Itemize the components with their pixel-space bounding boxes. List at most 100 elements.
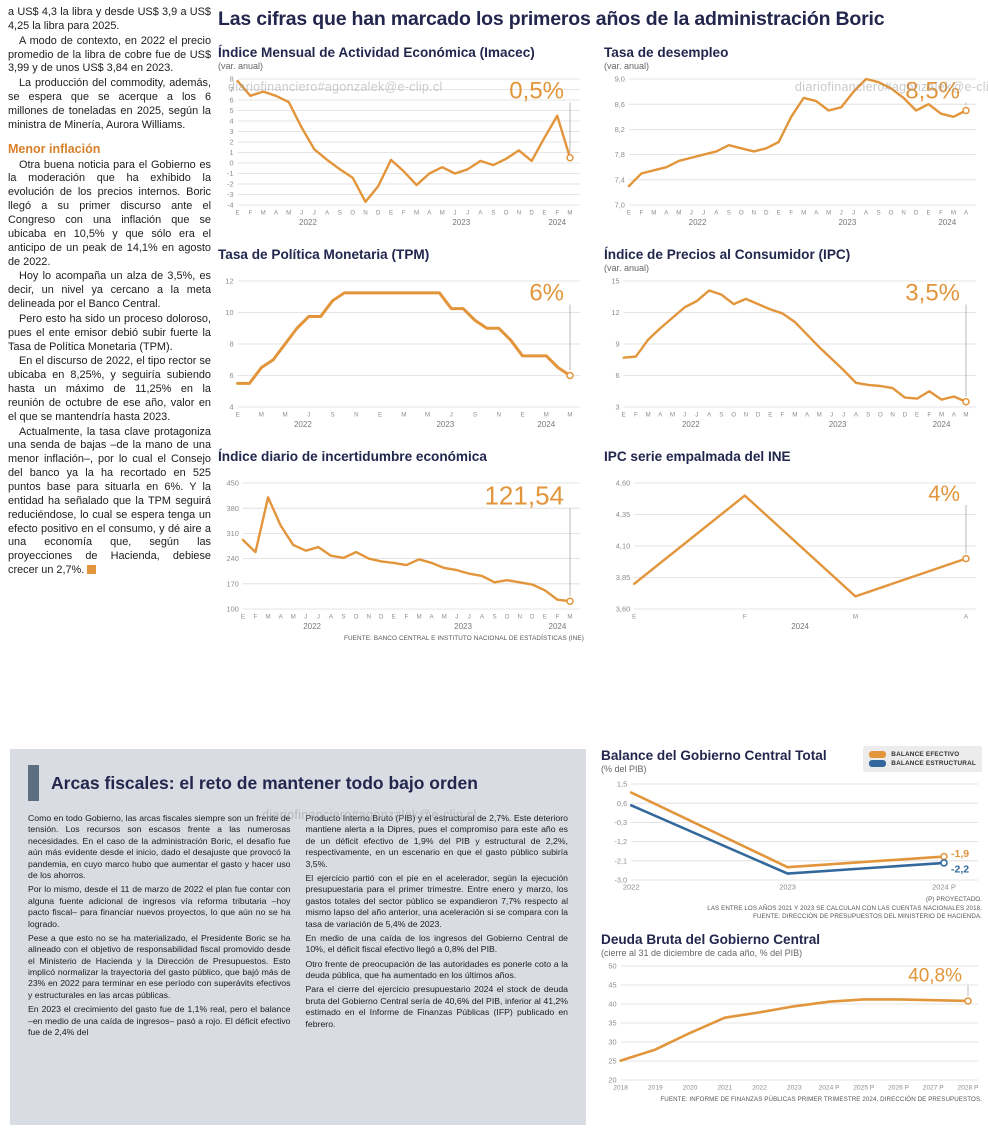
- svg-text:M: M: [401, 412, 406, 419]
- svg-text:2022: 2022: [682, 420, 700, 429]
- svg-text:N: N: [497, 412, 501, 419]
- svg-text:A: A: [952, 412, 957, 419]
- chart-canvas-ipc-ine: 3,60 3,85 4,10 4,35 4,60 E F M A 2024 4%: [616, 479, 976, 631]
- svg-text:M: M: [567, 412, 572, 419]
- svg-text:S: S: [492, 614, 496, 621]
- svg-text:2022: 2022: [294, 420, 312, 429]
- svg-text:O: O: [354, 614, 359, 621]
- svg-text:M: M: [939, 412, 944, 419]
- svg-text:D: D: [764, 210, 769, 217]
- svg-text:2023: 2023: [454, 622, 472, 631]
- svg-text:1: 1: [229, 148, 233, 157]
- article-last-text: Actualmente, la tasa clave protagoniza u…: [8, 425, 211, 577]
- svg-text:A: A: [658, 412, 663, 419]
- svg-text:45: 45: [608, 981, 616, 990]
- source-central-bank: FUENTE: BANCO CENTRAL E INSTITUTO NACION…: [343, 635, 584, 642]
- svg-text:A: A: [964, 614, 969, 621]
- svg-text:6%: 6%: [529, 280, 564, 307]
- svg-text:8,2: 8,2: [615, 125, 625, 134]
- paragraph: Pese a que esto no se ha materializado, …: [28, 932, 291, 1000]
- svg-text:0,6: 0,6: [617, 799, 627, 808]
- article-subhead: Menor inflación: [8, 141, 101, 156]
- svg-text:M: M: [291, 614, 296, 621]
- svg-text:D: D: [376, 210, 381, 217]
- svg-text:F: F: [555, 210, 559, 217]
- svg-text:6: 6: [229, 371, 233, 380]
- svg-text:2024: 2024: [791, 622, 809, 631]
- paragraph: Producto Interno Bruto (PIB) y el estruc…: [305, 813, 569, 869]
- svg-text:2023: 2023: [436, 420, 454, 429]
- fiscal-column-2: Producto Interno Bruto (PIB) y el estruc…: [306, 813, 569, 1041]
- chart-subtitle: (cierre al 31 de diciembre de cada año, …: [601, 948, 803, 959]
- svg-text:D: D: [756, 412, 761, 419]
- svg-text:F: F: [743, 614, 747, 621]
- svg-text:A: A: [664, 210, 669, 217]
- svg-text:M: M: [826, 210, 831, 217]
- svg-text:50: 50: [608, 962, 616, 971]
- svg-text:D: D: [530, 614, 535, 621]
- chart-block-tpm: Tasa de Política Monetaria (TPM) 4 6 8 10 12…: [218, 247, 584, 431]
- svg-text:2024: 2024: [548, 218, 566, 227]
- legend-item: BALANCE ESTRUCTURAL: [869, 760, 976, 767]
- svg-text:2019: 2019: [648, 1085, 663, 1092]
- svg-text:2023: 2023: [838, 218, 856, 227]
- paragraph: El ejercicio partió con el pie en el ace…: [305, 872, 569, 929]
- paragraph: Otra buena noticia para el Gobierno es l…: [8, 158, 211, 268]
- ipc-ine-chart: 3,60 3,85 4,10 4,35 4,60 E F M A 2024 4%: [604, 477, 980, 633]
- svg-text:40: 40: [608, 1000, 616, 1009]
- balance-footnotes: (P) PROYECTADO. LAS ENTRE LOS AÑOS 2021 …: [601, 896, 982, 922]
- deuda-chart: 20 25 30 35 40 45 50 2018 2019 2020 2021 2022 2023 20…: [601, 960, 982, 1094]
- svg-text:-1: -1: [227, 169, 234, 178]
- svg-text:2018: 2018: [613, 1085, 628, 1092]
- svg-text:2020: 2020: [683, 1085, 698, 1092]
- svg-text:40,8%: 40,8%: [908, 966, 962, 987]
- svg-text:-1,2: -1,2: [614, 837, 627, 846]
- svg-text:J: J: [695, 412, 698, 419]
- svg-text:4,10: 4,10: [616, 542, 630, 551]
- svg-text:E: E: [236, 210, 240, 217]
- svg-text:J: J: [683, 412, 686, 419]
- svg-text:310: 310: [227, 529, 239, 538]
- fiscal-box-columns: Como en todo Gobierno, las arcas fiscale…: [28, 813, 568, 1041]
- svg-text:J: J: [300, 210, 303, 217]
- svg-text:3: 3: [229, 127, 233, 136]
- svg-text:F: F: [254, 614, 258, 621]
- balance-chart: 1,5 0,6 -0,3 -1,2 -2,1 -3,0 2022 2023 2024 P -1,9…: [601, 778, 982, 894]
- article-body: Otra buena noticia para el Gobierno es l…: [8, 159, 211, 425]
- tpm-chart: 4 6 8 10 12 E M M J S N E M M J S N E M M 2022 2023 2024 6%: [218, 275, 584, 431]
- svg-text:-3,0: -3,0: [614, 876, 627, 885]
- svg-text:2027 P: 2027 P: [923, 1085, 945, 1092]
- svg-text:F: F: [634, 412, 638, 419]
- svg-text:7,4: 7,4: [615, 175, 625, 184]
- legend-swatch: [869, 751, 887, 758]
- svg-text:M: M: [645, 412, 650, 419]
- svg-text:E: E: [622, 412, 626, 419]
- balance-chart-header: Balance del Gobierno Central Total (% de…: [601, 746, 982, 778]
- svg-text:S: S: [338, 210, 342, 217]
- source-dipres: FUENTE: DIRECCIÓN DE PRESUPUESTOS DEL MI…: [753, 913, 982, 921]
- paragraph: Pero esto ha sido un proceso doloroso, p…: [8, 312, 211, 353]
- end-of-article-icon: [87, 565, 97, 575]
- fiscal-column-1: Como en todo Gobierno, las arcas fiscale…: [28, 813, 291, 1041]
- legend-label: BALANCE ESTRUCTURAL: [891, 760, 976, 767]
- svg-text:6: 6: [229, 96, 233, 105]
- svg-text:121,54: 121,54: [484, 480, 564, 510]
- svg-text:-3: -3: [227, 190, 234, 199]
- svg-text:2023: 2023: [452, 218, 470, 227]
- svg-text:8,6: 8,6: [615, 100, 625, 109]
- svg-text:J: J: [702, 210, 705, 217]
- svg-text:15: 15: [611, 277, 619, 286]
- svg-text:2023: 2023: [829, 420, 847, 429]
- svg-text:3,5%: 3,5%: [905, 280, 960, 307]
- svg-text:25: 25: [608, 1057, 616, 1066]
- svg-text:7,8: 7,8: [615, 150, 625, 159]
- svg-text:S: S: [341, 614, 345, 621]
- article-last-paragraph: Actualmente, la tasa clave protagoniza u…: [8, 426, 211, 578]
- svg-text:9,0: 9,0: [615, 75, 625, 84]
- chart-title: Balance del Gobierno Central Total: [601, 748, 827, 763]
- svg-text:J: J: [455, 614, 458, 621]
- svg-text:N: N: [752, 210, 756, 217]
- svg-text:E: E: [236, 412, 240, 419]
